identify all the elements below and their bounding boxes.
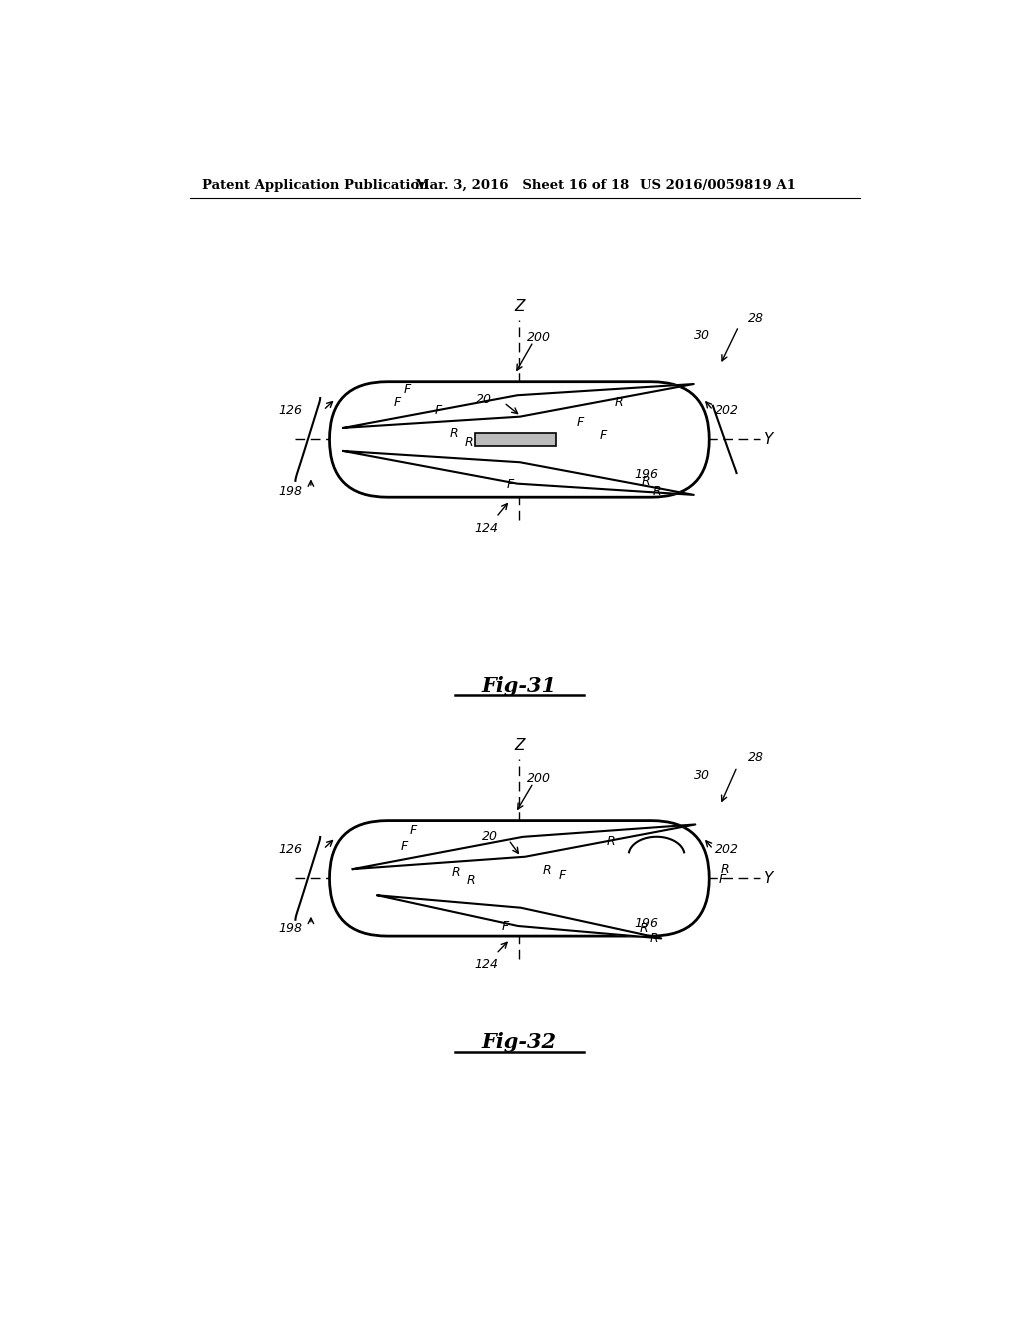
FancyBboxPatch shape	[330, 381, 710, 498]
Text: F: F	[719, 874, 726, 887]
Text: R: R	[606, 834, 615, 847]
Text: R: R	[649, 932, 658, 945]
Text: Mar. 3, 2016   Sheet 16 of 18: Mar. 3, 2016 Sheet 16 of 18	[415, 178, 629, 191]
Text: R: R	[465, 436, 473, 449]
Text: 20: 20	[481, 829, 498, 842]
Text: 126: 126	[279, 404, 302, 417]
Polygon shape	[378, 895, 662, 939]
Text: 30: 30	[693, 329, 710, 342]
Text: R: R	[652, 486, 662, 499]
Text: Z: Z	[514, 738, 524, 752]
Text: F: F	[410, 824, 417, 837]
Text: 124: 124	[475, 521, 499, 535]
Text: 196: 196	[634, 916, 658, 929]
Text: F: F	[394, 396, 401, 409]
Text: R: R	[542, 865, 551, 878]
Text: 196: 196	[634, 467, 658, 480]
Text: R: R	[614, 396, 623, 409]
Text: 28: 28	[748, 751, 764, 764]
Text: F: F	[400, 840, 408, 853]
Text: 126: 126	[279, 842, 302, 855]
Text: R: R	[640, 921, 648, 935]
Text: Y: Y	[764, 871, 773, 886]
Bar	[475, 433, 556, 446]
Text: 200: 200	[527, 772, 551, 785]
Polygon shape	[352, 825, 695, 869]
Text: 30: 30	[693, 770, 710, 783]
Text: 198: 198	[279, 921, 302, 935]
Text: R: R	[467, 874, 475, 887]
Text: Fig-32: Fig-32	[482, 1032, 557, 1052]
Text: 20: 20	[476, 393, 493, 407]
Text: Z: Z	[514, 298, 524, 314]
Polygon shape	[343, 451, 693, 495]
Text: 200: 200	[527, 330, 551, 343]
Text: 202: 202	[716, 842, 739, 855]
Text: 28: 28	[748, 312, 764, 325]
Text: F: F	[502, 920, 509, 933]
Text: R: R	[721, 862, 729, 875]
Text: R: R	[450, 426, 458, 440]
Text: R: R	[452, 866, 460, 879]
Text: F: F	[558, 869, 565, 882]
Text: Fig-31: Fig-31	[482, 676, 557, 696]
FancyBboxPatch shape	[330, 821, 710, 936]
Text: F: F	[403, 383, 411, 396]
Text: R: R	[642, 475, 650, 488]
Text: 198: 198	[279, 486, 302, 499]
Text: 124: 124	[475, 958, 499, 970]
Text: 202: 202	[716, 404, 739, 417]
Polygon shape	[343, 384, 693, 428]
Text: F: F	[434, 404, 441, 417]
Text: F: F	[577, 416, 584, 429]
Text: F: F	[599, 429, 606, 442]
Text: Y: Y	[764, 432, 773, 447]
Text: Patent Application Publication: Patent Application Publication	[202, 178, 428, 191]
Text: F: F	[507, 478, 514, 491]
Text: US 2016/0059819 A1: US 2016/0059819 A1	[640, 178, 796, 191]
